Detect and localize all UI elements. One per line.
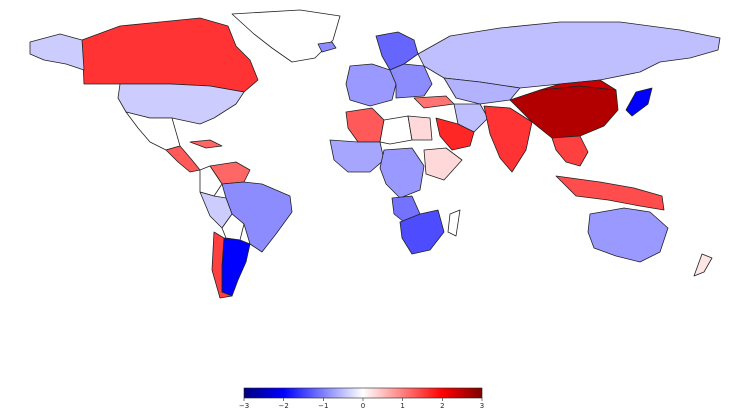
region-new-zealand xyxy=(693,253,713,277)
region-turkey xyxy=(413,95,455,109)
region-alaska xyxy=(29,33,85,71)
region-libya xyxy=(379,115,413,145)
region-cuba xyxy=(189,139,223,149)
region-argentina xyxy=(221,237,251,297)
region-australia xyxy=(587,207,669,263)
region-mexico xyxy=(125,111,181,151)
region-madagascar xyxy=(447,209,461,237)
region-central-africa xyxy=(379,147,425,199)
region-central-america xyxy=(165,145,201,173)
colorbar-ticks: −3 −2 −1 0 1 2 3 xyxy=(239,398,484,410)
region-saudi-arabia xyxy=(435,117,475,151)
region-scandinavia xyxy=(375,31,419,71)
region-algeria xyxy=(345,107,385,143)
region-ethiopia xyxy=(423,147,463,181)
colorbar: −3 −2 −1 0 1 2 3 xyxy=(239,387,484,410)
region-iran xyxy=(453,103,489,133)
region-japan xyxy=(625,87,653,117)
colorbar-tick-label: 0 xyxy=(361,402,365,410)
region-western-europe xyxy=(345,63,397,107)
region-russia xyxy=(417,21,721,89)
colorbar-tick-label: −2 xyxy=(279,402,289,410)
region-indonesia xyxy=(555,175,665,211)
colorbar-tick-label: 1 xyxy=(400,402,404,410)
region-chile xyxy=(211,231,233,299)
region-west-africa xyxy=(329,139,385,173)
region-egypt xyxy=(407,115,433,141)
region-india xyxy=(483,105,533,173)
region-iceland xyxy=(317,41,337,53)
region-southern-africa xyxy=(399,209,445,255)
colorbar-tick-label: −1 xyxy=(318,402,328,410)
region-greenland xyxy=(231,9,341,63)
region-colombia xyxy=(199,165,223,197)
region-canada xyxy=(81,17,259,93)
region-mongolia xyxy=(539,79,617,91)
colorbar-gradient xyxy=(243,387,483,399)
region-eastern-europe xyxy=(389,63,433,99)
colorbar-tick-label: 3 xyxy=(480,402,484,410)
region-southeast-asia xyxy=(551,135,589,167)
region-bolivia xyxy=(221,213,245,241)
colorbar-tick-label: 2 xyxy=(440,402,444,410)
colorbar-tick-label: −3 xyxy=(239,402,249,410)
region-usa xyxy=(117,83,245,125)
